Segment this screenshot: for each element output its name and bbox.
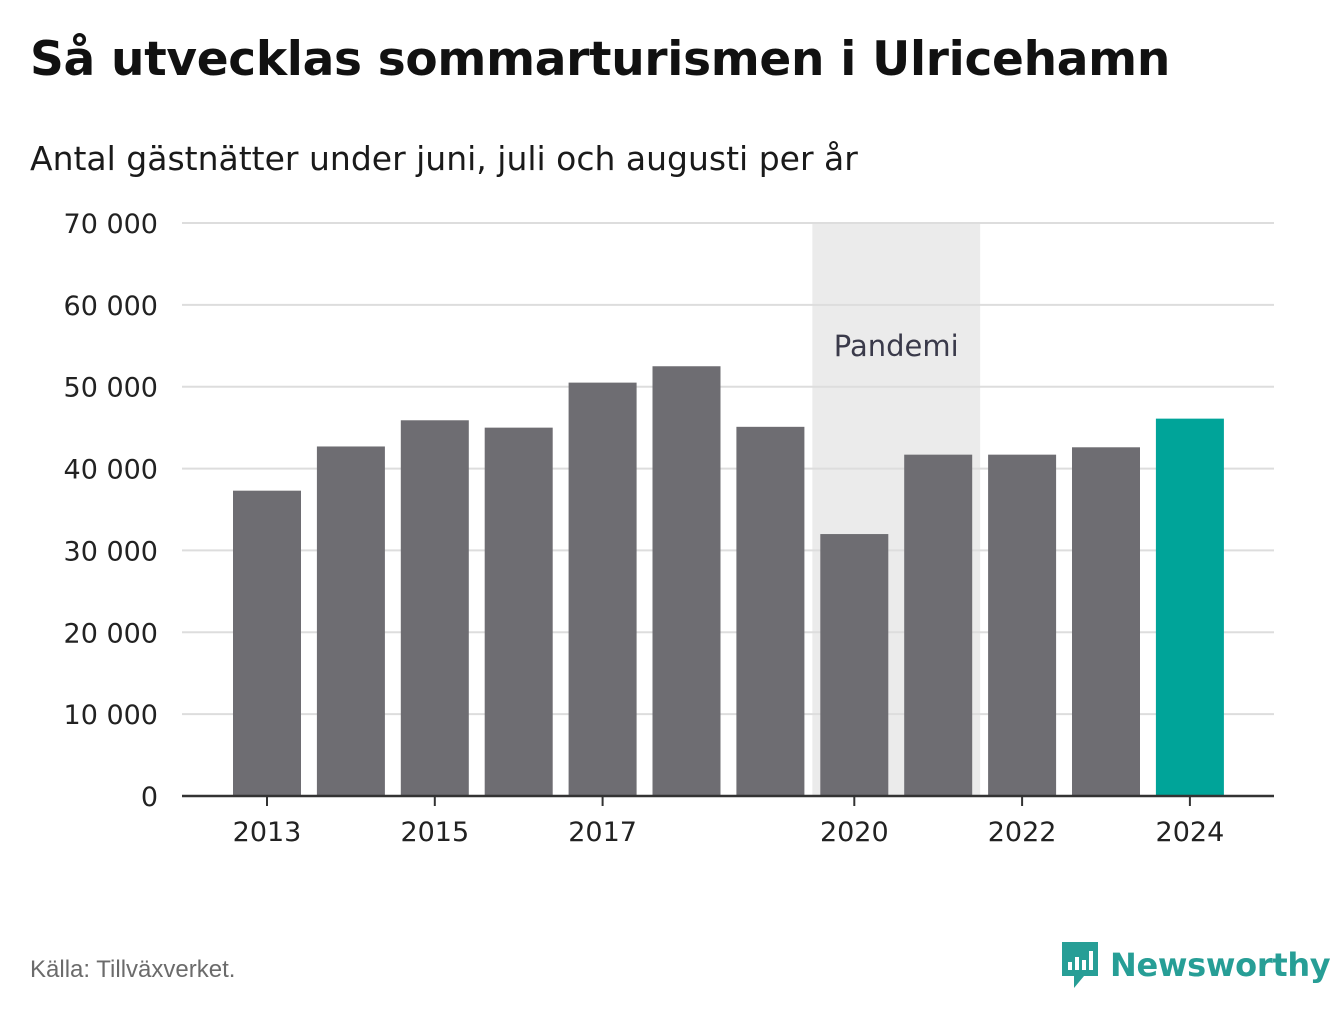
bar-2018 <box>652 366 721 796</box>
bar-2014 <box>316 446 385 796</box>
newsworthy-logo-icon <box>1062 942 1098 988</box>
pandemic-band-label: Pandemi <box>834 329 959 363</box>
source-note: Källa: Tillväxverket. <box>30 956 236 983</box>
bar-2024 <box>1155 418 1224 796</box>
brand-name: Newsworthy <box>1110 946 1331 984</box>
bar-2019 <box>736 426 805 796</box>
bar-chart: 0 10 000 20 000 30 000 40 000 50 000 60 000 70 … <box>64 209 1274 848</box>
bar-2020 <box>820 534 889 796</box>
x-tick-label: 2024 <box>1156 817 1225 848</box>
bar-2023 <box>1072 447 1140 796</box>
chart-subtitle: Antal gästnätter under juni, juli och au… <box>30 139 858 178</box>
bar-2013 <box>233 490 301 796</box>
y-tick-label: 60 000 <box>64 291 158 322</box>
x-tick-label: 2013 <box>233 817 302 848</box>
x-tick-label: 2022 <box>988 817 1057 848</box>
bar-2016 <box>484 427 553 796</box>
bar-2015 <box>400 420 469 796</box>
y-tick-label: 40 000 <box>64 455 158 486</box>
brand-logo: Newsworthy <box>1060 940 1331 990</box>
y-tick-label: 50 000 <box>64 373 158 404</box>
y-tick-label: 20 000 <box>64 618 158 649</box>
y-tick-label: 0 <box>141 782 158 813</box>
y-tick-label: 10 000 <box>64 700 158 731</box>
y-tick-label: 30 000 <box>64 536 158 567</box>
x-tick-label: 2020 <box>820 817 889 848</box>
x-tick-label: 2015 <box>400 817 469 848</box>
bar-2021 <box>904 454 973 796</box>
chart-title: Så utvecklas sommarturismen i Ulricehamn <box>30 32 1171 87</box>
bar-2017 <box>568 382 637 796</box>
y-tick-label: 70 000 <box>64 209 158 240</box>
bar-2022 <box>988 454 1057 796</box>
x-tick-label: 2017 <box>568 817 637 848</box>
